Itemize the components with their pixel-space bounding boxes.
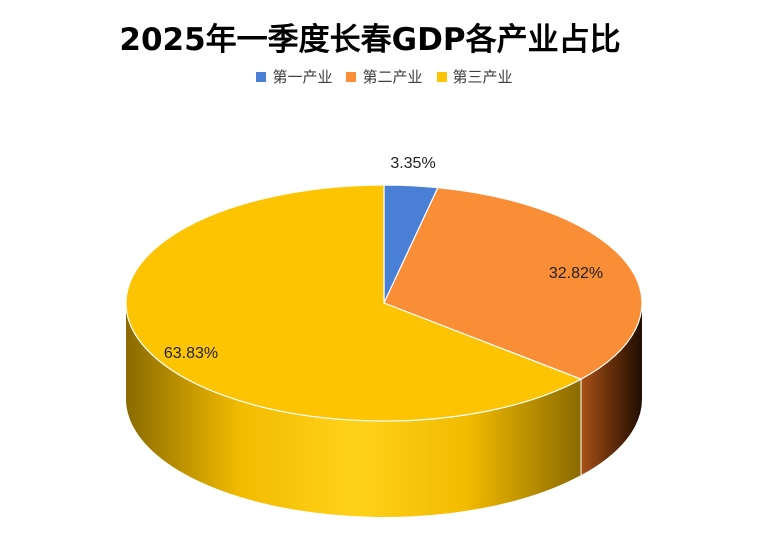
pie-slice-2 (125, 184, 583, 422)
chart-title: 2025年一季度长春GDP各产业占比 (119, 22, 621, 58)
legend-swatch (346, 71, 357, 82)
data-label: 63.83% (164, 345, 218, 362)
legend-label: 第三产业 (452, 68, 513, 86)
legend-swatch (256, 71, 267, 82)
pie-slice-1 (383, 186, 643, 380)
legend: 第一产业 第二产业 第三产业 (0, 66, 769, 87)
pie-side-1 (581, 303, 642, 476)
legend-item: 第二产业 (346, 66, 423, 87)
legend-swatch (436, 71, 447, 82)
data-label: 3.35% (390, 155, 435, 172)
legend-label: 第一产业 (272, 68, 333, 86)
legend-label: 第二产业 (362, 68, 423, 86)
legend-item: 第一产业 (256, 66, 332, 87)
pie-side-2 (126, 303, 582, 517)
legend-item: 第三产业 (436, 66, 513, 87)
data-label: 32.82% (549, 265, 603, 282)
